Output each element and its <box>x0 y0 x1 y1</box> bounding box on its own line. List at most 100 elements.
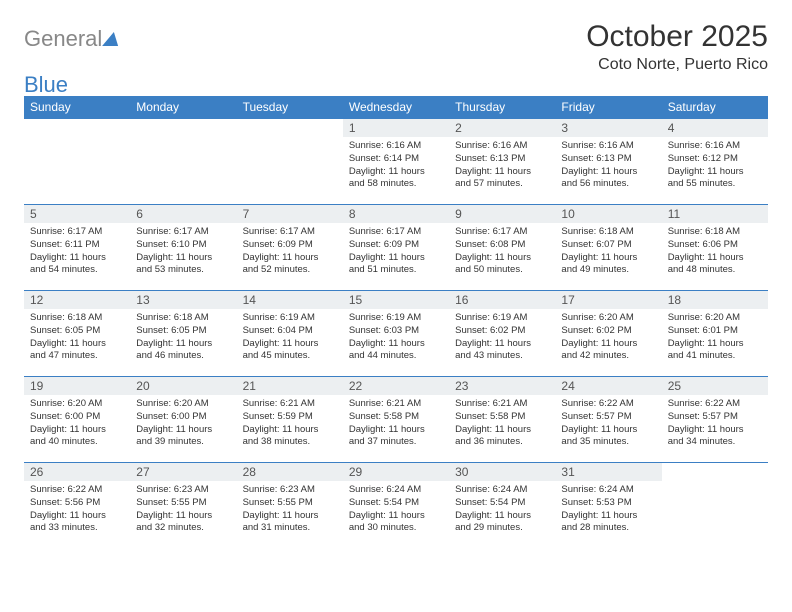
calendar-day-cell: 22Sunrise: 6:21 AMSunset: 5:58 PMDayligh… <box>343 377 449 463</box>
day-number: 21 <box>237 377 343 395</box>
day-number: 9 <box>449 205 555 223</box>
calendar-day-cell: 29Sunrise: 6:24 AMSunset: 5:54 PMDayligh… <box>343 463 449 549</box>
calendar-day-cell: 18Sunrise: 6:20 AMSunset: 6:01 PMDayligh… <box>662 291 768 377</box>
day-number: 18 <box>662 291 768 309</box>
calendar-week-row: 26Sunrise: 6:22 AMSunset: 5:56 PMDayligh… <box>24 463 768 549</box>
calendar-day-cell: 15Sunrise: 6:19 AMSunset: 6:03 PMDayligh… <box>343 291 449 377</box>
weekday-header: Saturday <box>662 96 768 119</box>
calendar-day-cell: 16Sunrise: 6:19 AMSunset: 6:02 PMDayligh… <box>449 291 555 377</box>
day-detail: Sunrise: 6:24 AMSunset: 5:54 PMDaylight:… <box>343 481 449 538</box>
day-detail: Sunrise: 6:22 AMSunset: 5:57 PMDaylight:… <box>662 395 768 452</box>
day-number: 24 <box>555 377 661 395</box>
calendar-day-cell: 26Sunrise: 6:22 AMSunset: 5:56 PMDayligh… <box>24 463 130 549</box>
calendar-day-cell: 25Sunrise: 6:22 AMSunset: 5:57 PMDayligh… <box>662 377 768 463</box>
day-detail: Sunrise: 6:19 AMSunset: 6:02 PMDaylight:… <box>449 309 555 366</box>
day-detail: Sunrise: 6:24 AMSunset: 5:54 PMDaylight:… <box>449 481 555 538</box>
day-detail: Sunrise: 6:16 AMSunset: 6:14 PMDaylight:… <box>343 137 449 194</box>
day-detail: Sunrise: 6:19 AMSunset: 6:04 PMDaylight:… <box>237 309 343 366</box>
day-number: 16 <box>449 291 555 309</box>
day-detail: Sunrise: 6:17 AMSunset: 6:11 PMDaylight:… <box>24 223 130 280</box>
day-detail: Sunrise: 6:21 AMSunset: 5:58 PMDaylight:… <box>343 395 449 452</box>
weekday-header: Thursday <box>449 96 555 119</box>
calendar-day-cell: 13Sunrise: 6:18 AMSunset: 6:05 PMDayligh… <box>130 291 236 377</box>
day-number: 11 <box>662 205 768 223</box>
calendar-page: General October 2025 Coto Norte, Puerto … <box>0 0 792 569</box>
weekday-header: Sunday <box>24 96 130 119</box>
weekday-header: Wednesday <box>343 96 449 119</box>
day-number: 15 <box>343 291 449 309</box>
day-detail: Sunrise: 6:20 AMSunset: 6:00 PMDaylight:… <box>130 395 236 452</box>
day-number: 17 <box>555 291 661 309</box>
day-detail: Sunrise: 6:16 AMSunset: 6:13 PMDaylight:… <box>555 137 661 194</box>
calendar-day-cell: 3Sunrise: 6:16 AMSunset: 6:13 PMDaylight… <box>555 119 661 205</box>
day-detail: Sunrise: 6:20 AMSunset: 6:02 PMDaylight:… <box>555 309 661 366</box>
day-detail: Sunrise: 6:23 AMSunset: 5:55 PMDaylight:… <box>237 481 343 538</box>
logo-text-gray: General <box>24 26 102 52</box>
day-detail: Sunrise: 6:18 AMSunset: 6:07 PMDaylight:… <box>555 223 661 280</box>
day-number: 19 <box>24 377 130 395</box>
day-number: 1 <box>343 119 449 137</box>
calendar-day-cell <box>24 119 130 205</box>
day-number: 20 <box>130 377 236 395</box>
calendar-day-cell: 1Sunrise: 6:16 AMSunset: 6:14 PMDaylight… <box>343 119 449 205</box>
day-detail: Sunrise: 6:16 AMSunset: 6:13 PMDaylight:… <box>449 137 555 194</box>
calendar-grid: SundayMondayTuesdayWednesdayThursdayFrid… <box>24 96 768 549</box>
day-number: 12 <box>24 291 130 309</box>
day-detail: Sunrise: 6:17 AMSunset: 6:10 PMDaylight:… <box>130 223 236 280</box>
day-number: 28 <box>237 463 343 481</box>
logo-triangle-icon <box>102 32 122 46</box>
calendar-day-cell: 20Sunrise: 6:20 AMSunset: 6:00 PMDayligh… <box>130 377 236 463</box>
calendar-day-cell <box>237 119 343 205</box>
day-number: 31 <box>555 463 661 481</box>
day-number: 13 <box>130 291 236 309</box>
location: Coto Norte, Puerto Rico <box>586 56 768 74</box>
calendar-day-cell: 31Sunrise: 6:24 AMSunset: 5:53 PMDayligh… <box>555 463 661 549</box>
day-number: 2 <box>449 119 555 137</box>
day-number: 5 <box>24 205 130 223</box>
calendar-day-cell: 21Sunrise: 6:21 AMSunset: 5:59 PMDayligh… <box>237 377 343 463</box>
day-number: 30 <box>449 463 555 481</box>
logo-text-blue: Blue <box>24 72 68 98</box>
weekday-header: Tuesday <box>237 96 343 119</box>
calendar-day-cell: 27Sunrise: 6:23 AMSunset: 5:55 PMDayligh… <box>130 463 236 549</box>
day-number: 7 <box>237 205 343 223</box>
logo: General <box>24 20 120 52</box>
day-detail: Sunrise: 6:17 AMSunset: 6:09 PMDaylight:… <box>343 223 449 280</box>
calendar-day-cell: 23Sunrise: 6:21 AMSunset: 5:58 PMDayligh… <box>449 377 555 463</box>
day-detail: Sunrise: 6:20 AMSunset: 6:01 PMDaylight:… <box>662 309 768 366</box>
day-detail: Sunrise: 6:22 AMSunset: 5:57 PMDaylight:… <box>555 395 661 452</box>
day-detail: Sunrise: 6:22 AMSunset: 5:56 PMDaylight:… <box>24 481 130 538</box>
day-number: 8 <box>343 205 449 223</box>
calendar-week-row: 19Sunrise: 6:20 AMSunset: 6:00 PMDayligh… <box>24 377 768 463</box>
day-number: 23 <box>449 377 555 395</box>
day-number: 29 <box>343 463 449 481</box>
day-detail: Sunrise: 6:16 AMSunset: 6:12 PMDaylight:… <box>662 137 768 194</box>
day-number: 10 <box>555 205 661 223</box>
calendar-day-cell: 5Sunrise: 6:17 AMSunset: 6:11 PMDaylight… <box>24 205 130 291</box>
calendar-day-cell <box>662 463 768 549</box>
calendar-day-cell: 8Sunrise: 6:17 AMSunset: 6:09 PMDaylight… <box>343 205 449 291</box>
day-detail: Sunrise: 6:17 AMSunset: 6:08 PMDaylight:… <box>449 223 555 280</box>
day-detail: Sunrise: 6:18 AMSunset: 6:05 PMDaylight:… <box>24 309 130 366</box>
calendar-day-cell: 17Sunrise: 6:20 AMSunset: 6:02 PMDayligh… <box>555 291 661 377</box>
calendar-day-cell: 11Sunrise: 6:18 AMSunset: 6:06 PMDayligh… <box>662 205 768 291</box>
weekday-header-row: SundayMondayTuesdayWednesdayThursdayFrid… <box>24 96 768 119</box>
calendar-day-cell: 10Sunrise: 6:18 AMSunset: 6:07 PMDayligh… <box>555 205 661 291</box>
day-detail: Sunrise: 6:20 AMSunset: 6:00 PMDaylight:… <box>24 395 130 452</box>
calendar-day-cell: 7Sunrise: 6:17 AMSunset: 6:09 PMDaylight… <box>237 205 343 291</box>
calendar-week-row: 12Sunrise: 6:18 AMSunset: 6:05 PMDayligh… <box>24 291 768 377</box>
calendar-day-cell: 19Sunrise: 6:20 AMSunset: 6:00 PMDayligh… <box>24 377 130 463</box>
calendar-day-cell: 9Sunrise: 6:17 AMSunset: 6:08 PMDaylight… <box>449 205 555 291</box>
day-detail: Sunrise: 6:23 AMSunset: 5:55 PMDaylight:… <box>130 481 236 538</box>
calendar-week-row: 1Sunrise: 6:16 AMSunset: 6:14 PMDaylight… <box>24 119 768 205</box>
day-detail: Sunrise: 6:18 AMSunset: 6:06 PMDaylight:… <box>662 223 768 280</box>
day-detail: Sunrise: 6:18 AMSunset: 6:05 PMDaylight:… <box>130 309 236 366</box>
day-number: 3 <box>555 119 661 137</box>
weekday-header: Monday <box>130 96 236 119</box>
calendar-day-cell: 30Sunrise: 6:24 AMSunset: 5:54 PMDayligh… <box>449 463 555 549</box>
calendar-day-cell: 2Sunrise: 6:16 AMSunset: 6:13 PMDaylight… <box>449 119 555 205</box>
day-number: 22 <box>343 377 449 395</box>
day-detail: Sunrise: 6:17 AMSunset: 6:09 PMDaylight:… <box>237 223 343 280</box>
day-detail: Sunrise: 6:21 AMSunset: 5:59 PMDaylight:… <box>237 395 343 452</box>
day-detail: Sunrise: 6:21 AMSunset: 5:58 PMDaylight:… <box>449 395 555 452</box>
